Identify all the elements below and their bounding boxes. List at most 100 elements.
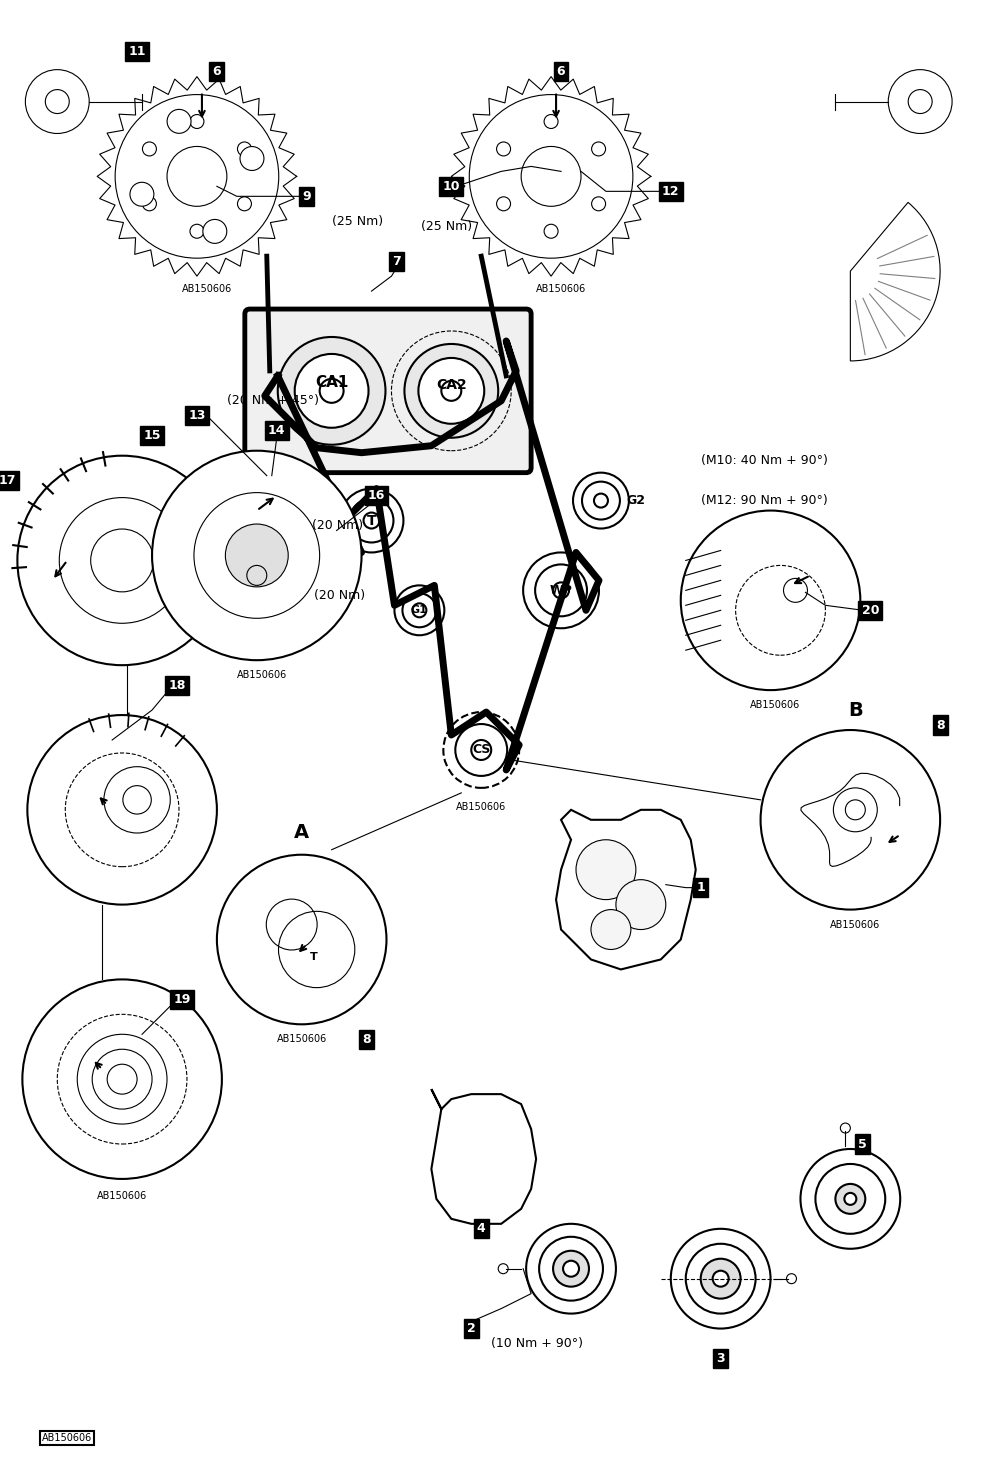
Text: 10: 10 xyxy=(442,180,460,192)
Text: 4: 4 xyxy=(477,1222,486,1236)
Circle shape xyxy=(143,197,157,211)
Circle shape xyxy=(189,225,204,238)
Circle shape xyxy=(349,498,394,542)
Circle shape xyxy=(28,715,217,905)
Circle shape xyxy=(544,225,558,238)
Text: (M10: 40 Nm + 90°): (M10: 40 Nm + 90°) xyxy=(700,454,827,467)
Text: WP: WP xyxy=(550,584,572,597)
Text: (25 Nm): (25 Nm) xyxy=(331,214,383,228)
Circle shape xyxy=(573,473,629,529)
Circle shape xyxy=(167,109,191,133)
Text: 14: 14 xyxy=(268,424,286,437)
Circle shape xyxy=(591,909,631,949)
Text: (10 Nm + 90°): (10 Nm + 90°) xyxy=(491,1338,583,1349)
Text: B: B xyxy=(848,701,863,720)
Circle shape xyxy=(403,593,436,627)
Text: 2: 2 xyxy=(467,1321,475,1335)
Text: AB150606: AB150606 xyxy=(237,670,287,680)
Text: T: T xyxy=(367,513,376,528)
Circle shape xyxy=(471,740,491,760)
Circle shape xyxy=(844,1193,856,1205)
Circle shape xyxy=(681,510,860,690)
Text: (M12: 90 Nm + 90°): (M12: 90 Nm + 90°) xyxy=(700,494,827,507)
Text: A: A xyxy=(294,823,310,842)
Circle shape xyxy=(455,724,507,776)
Circle shape xyxy=(240,146,264,170)
Text: 20: 20 xyxy=(861,605,879,616)
Text: 19: 19 xyxy=(174,993,190,1007)
Text: 15: 15 xyxy=(143,429,161,442)
Circle shape xyxy=(419,358,484,424)
Text: 16: 16 xyxy=(368,489,385,503)
Circle shape xyxy=(319,378,343,403)
Text: 9: 9 xyxy=(303,189,310,202)
Text: 3: 3 xyxy=(716,1352,725,1366)
Text: G1: G1 xyxy=(411,606,428,615)
Circle shape xyxy=(130,182,154,207)
Circle shape xyxy=(363,513,380,529)
Circle shape xyxy=(405,344,498,437)
Text: 8: 8 xyxy=(935,718,944,732)
Circle shape xyxy=(591,142,605,155)
Circle shape xyxy=(582,482,620,520)
Circle shape xyxy=(616,879,666,930)
Text: CA1: CA1 xyxy=(314,375,348,390)
Text: AB150606: AB150606 xyxy=(750,701,801,709)
Circle shape xyxy=(413,603,427,618)
Circle shape xyxy=(225,525,289,587)
Circle shape xyxy=(189,114,204,129)
Text: AB150606: AB150606 xyxy=(42,1434,92,1444)
Circle shape xyxy=(237,142,251,155)
Circle shape xyxy=(535,565,587,616)
Circle shape xyxy=(594,494,608,507)
Circle shape xyxy=(563,1261,579,1277)
Circle shape xyxy=(685,1244,756,1314)
Circle shape xyxy=(295,353,368,427)
Circle shape xyxy=(554,1250,589,1287)
Text: 6: 6 xyxy=(557,65,565,78)
Text: AB150606: AB150606 xyxy=(456,803,506,811)
Text: 8: 8 xyxy=(362,1033,371,1046)
Circle shape xyxy=(202,219,227,244)
Circle shape xyxy=(712,1271,729,1287)
Circle shape xyxy=(671,1228,771,1329)
Circle shape xyxy=(815,1165,885,1234)
Text: (20 Nm): (20 Nm) xyxy=(311,519,363,532)
Text: CS: CS xyxy=(472,743,490,757)
Text: 7: 7 xyxy=(392,254,401,268)
Circle shape xyxy=(835,1184,865,1213)
Text: 11: 11 xyxy=(128,46,146,58)
Circle shape xyxy=(23,980,222,1179)
Circle shape xyxy=(526,1224,616,1314)
Text: (20 Nm): (20 Nm) xyxy=(314,588,365,602)
FancyBboxPatch shape xyxy=(245,309,531,473)
Circle shape xyxy=(278,337,386,445)
Circle shape xyxy=(441,381,461,401)
Text: AB150606: AB150606 xyxy=(536,284,586,294)
Circle shape xyxy=(143,142,157,155)
Text: (20 Nm + 45°): (20 Nm + 45°) xyxy=(227,395,318,408)
Circle shape xyxy=(339,489,404,553)
Text: AB150606: AB150606 xyxy=(182,284,232,294)
Circle shape xyxy=(443,712,519,788)
Circle shape xyxy=(539,1237,603,1301)
Circle shape xyxy=(576,840,636,900)
Text: AB150606: AB150606 xyxy=(97,1191,147,1202)
Text: 17: 17 xyxy=(0,474,16,488)
Polygon shape xyxy=(557,810,695,970)
Circle shape xyxy=(761,730,940,909)
Polygon shape xyxy=(432,1089,536,1224)
Text: 18: 18 xyxy=(169,678,186,692)
Circle shape xyxy=(591,197,605,211)
Circle shape xyxy=(497,197,511,211)
Circle shape xyxy=(801,1148,900,1249)
Circle shape xyxy=(497,142,511,155)
Circle shape xyxy=(523,553,599,628)
Text: 6: 6 xyxy=(212,65,221,78)
Circle shape xyxy=(554,582,569,599)
Circle shape xyxy=(700,1259,741,1299)
Text: 13: 13 xyxy=(188,409,205,423)
Text: 5: 5 xyxy=(858,1138,867,1150)
Text: 1: 1 xyxy=(696,881,705,894)
Text: (25 Nm): (25 Nm) xyxy=(421,220,472,232)
